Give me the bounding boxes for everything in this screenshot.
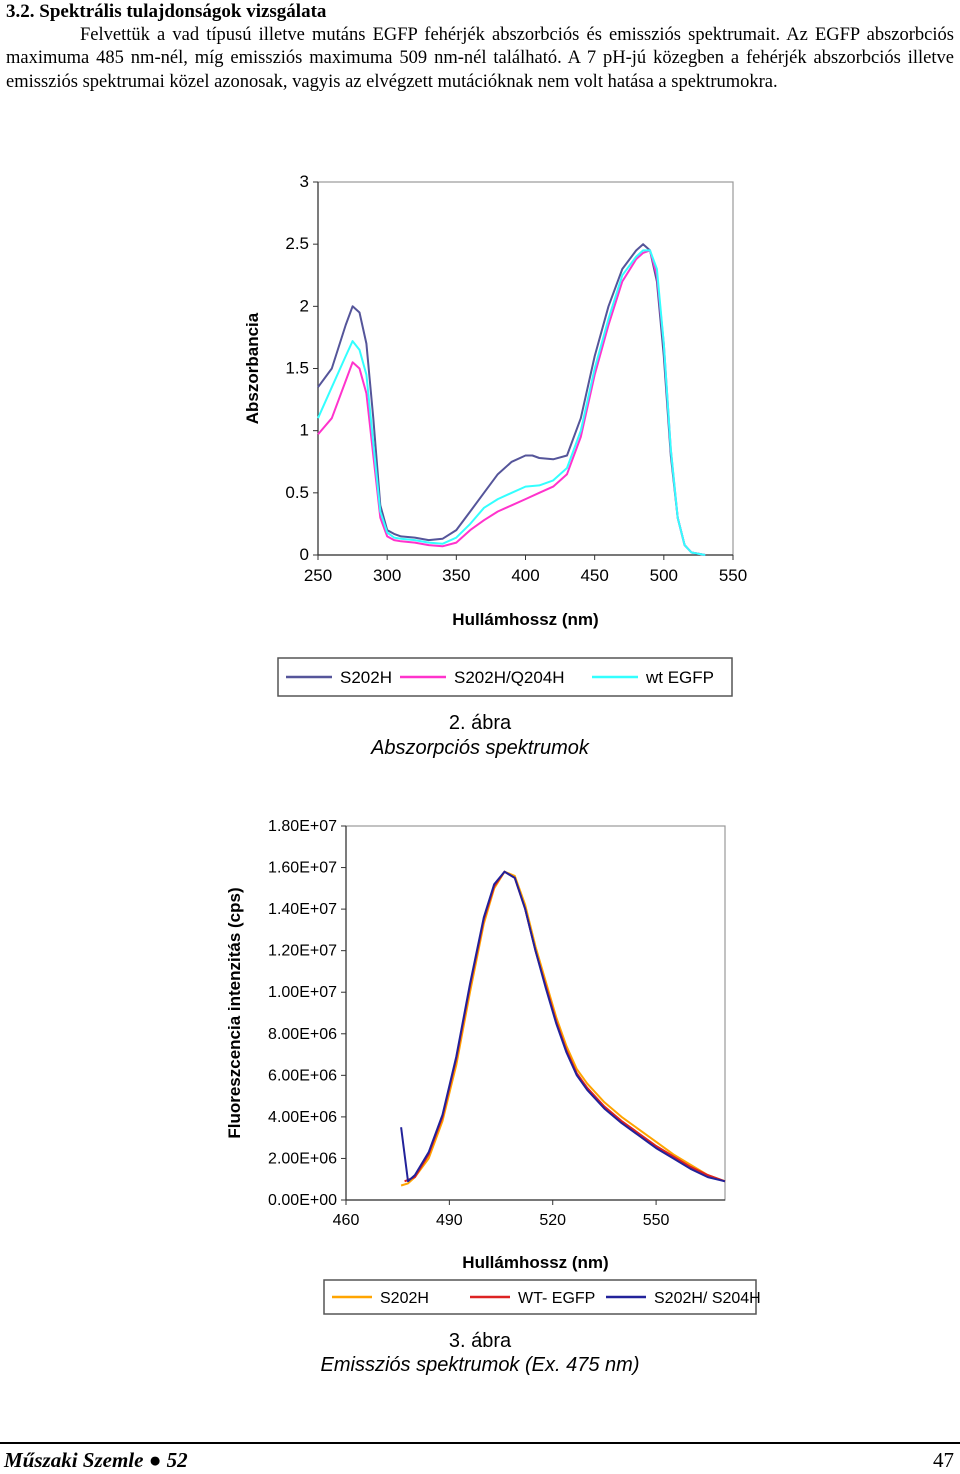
bullet-separator: ● [148, 1448, 162, 1472]
x-tick-label: 550 [643, 1212, 670, 1229]
x-tick-label: 520 [539, 1212, 566, 1229]
series-line-3 [317, 249, 706, 556]
section-heading: 3.2. Spektrális tulajdonságok vizsgálata [6, 1, 327, 22]
series-line-2 [317, 249, 706, 556]
x-tick-label: 400 [511, 566, 539, 585]
y-tick-label: 0.5 [285, 483, 309, 502]
y-axis-label: Abszorbancia [243, 312, 262, 424]
y-tick-label: 0 [300, 545, 309, 564]
y-tick-label: 2.5 [285, 234, 309, 253]
legend-label: S202H/Q204H [454, 668, 565, 687]
legend-box [277, 657, 733, 697]
x-tick-label: 450 [580, 566, 608, 585]
y-tick-label: 1.5 [285, 359, 309, 378]
legend-label: S202H [340, 668, 392, 687]
series-line-1 [400, 870, 726, 1187]
page-number: 47 [933, 1448, 954, 1472]
paragraph-text: Felvettük a vad típusú illetve mutáns EG… [6, 25, 954, 92]
figure3-number: 3. ábra [448, 1330, 512, 1352]
y-tick-label: 0.00E+00 [268, 1192, 337, 1209]
legend-box [323, 1279, 757, 1315]
series-line-1 [317, 243, 706, 556]
x-tick-label: 300 [373, 566, 401, 585]
figure3-caption: Emissziós spektrumok (Ex. 475 nm) [320, 1354, 640, 1376]
issue-number: 52 [166, 1448, 188, 1472]
y-tick-label: 3 [300, 172, 309, 191]
absorption-chart: 0 0.5 1 1.5 2 2.5 3 250 300 350 400 450 500 550 Hullám… [243, 172, 747, 697]
y-tick-label: 1.20E+07 [268, 943, 337, 960]
y-axis-label: Fluoreszcencia intenzitás (cps) [225, 887, 244, 1138]
y-tick-label: 1.60E+07 [268, 860, 337, 877]
legend-label: wt EGFP [645, 668, 714, 687]
figure2-number: 2. ábra [448, 712, 512, 734]
x-axis-label: Hullámhossz (nm) [462, 1253, 608, 1272]
x-tick-label: 500 [650, 566, 678, 585]
y-tick-label: 1.80E+07 [268, 818, 337, 835]
x-tick-label: 250 [304, 566, 332, 585]
section-paragraph: Felvettük a vad típusú illetve mutáns EG… [6, 24, 954, 94]
footer-journal: Műszaki Szemle ● 52 [4, 1448, 188, 1473]
x-tick-label: 490 [436, 1212, 463, 1229]
y-tick-label: 1.40E+07 [268, 901, 337, 918]
emission-chart: 0.00E+00 2.00E+06 4.00E+06 6.00E+06 8.00E+06… [225, 818, 761, 1315]
footer-divider [0, 1442, 960, 1444]
series-line-3 [400, 870, 726, 1183]
x-axis-label: Hullámhossz (nm) [452, 610, 598, 629]
y-tick-label: 1.00E+07 [268, 984, 337, 1001]
y-tick-label: 1 [300, 421, 309, 440]
y-tick-label: 8.00E+06 [268, 1026, 337, 1043]
y-tick-label: 2.00E+06 [268, 1150, 337, 1167]
series-line-2 [404, 870, 726, 1183]
y-tick-label: 2 [300, 296, 309, 315]
y-tick-label: 4.00E+06 [268, 1109, 337, 1126]
legend-label: WT- EGFP [518, 1290, 595, 1307]
x-tick-label: 350 [442, 566, 470, 585]
x-tick-label: 550 [719, 566, 747, 585]
legend-label: S202H [380, 1290, 429, 1307]
x-tick-label: 460 [333, 1212, 360, 1229]
figure2-caption: Abszorpciós spektrumok [371, 737, 589, 759]
y-tick-label: 6.00E+06 [268, 1067, 337, 1084]
legend-label: S202H/ S204H [654, 1290, 761, 1307]
journal-name: Műszaki Szemle [4, 1448, 144, 1472]
